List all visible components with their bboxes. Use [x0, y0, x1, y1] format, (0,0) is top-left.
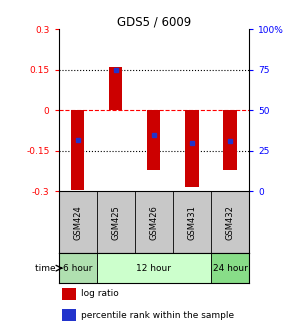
Bar [59, 253, 97, 283]
Text: 6 hour: 6 hour [63, 264, 92, 273]
Text: GSM426: GSM426 [149, 205, 158, 240]
Bar [147, 111, 161, 170]
Text: percentile rank within the sample: percentile rank within the sample [81, 311, 235, 320]
Bar [223, 111, 237, 170]
Bar [97, 253, 211, 283]
Bar [211, 253, 249, 283]
Text: GSM432: GSM432 [226, 205, 234, 240]
Text: time: time [35, 264, 59, 273]
Bar [71, 111, 84, 190]
Bar [109, 67, 122, 111]
Text: 24 hour: 24 hour [212, 264, 248, 273]
Text: GSM425: GSM425 [111, 205, 120, 240]
Title: GDS5 / 6009: GDS5 / 6009 [117, 15, 191, 28]
Bar [62, 309, 76, 321]
Text: GSM431: GSM431 [188, 205, 196, 240]
Text: GSM424: GSM424 [73, 205, 82, 240]
Bar [62, 288, 76, 300]
Text: log ratio: log ratio [81, 289, 119, 299]
Text: 12 hour: 12 hour [136, 264, 171, 273]
Bar [185, 111, 199, 187]
